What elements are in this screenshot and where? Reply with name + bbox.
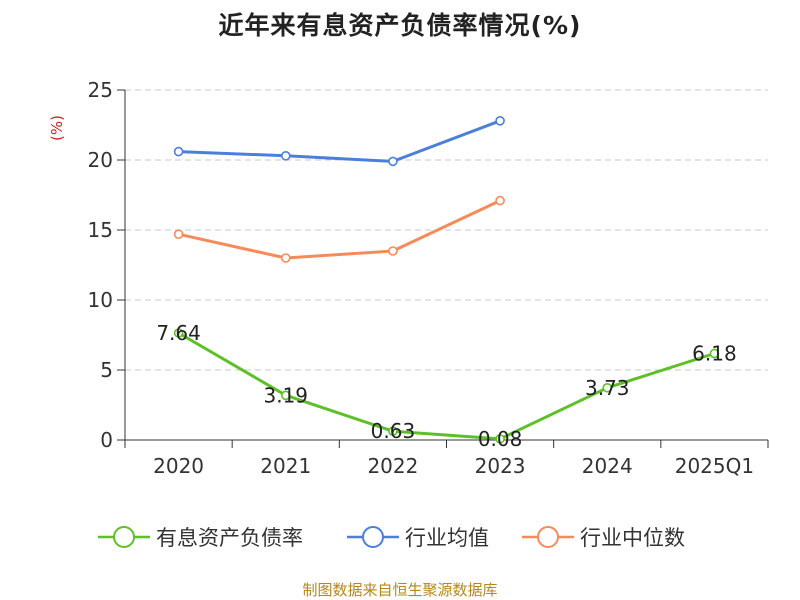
point-行业中位数-2021 (280, 253, 291, 263)
data-labels: 7.64 3.19 0.63 0.08 3.73 6.18 (156, 321, 736, 451)
legend-item-有息资产负债率: 有息资产负债率 (98, 526, 303, 550)
point-有息资产负债率-2024 (602, 382, 613, 393)
point-行业中位数-2023 (495, 195, 505, 206)
data-label-2021: 3.19 (263, 383, 308, 407)
legend-label-有息资产负债率: 有息资产负债率 (156, 526, 303, 550)
legend: 有息资产负债率 行业均值 行业中位数 (98, 526, 685, 550)
data-label-2023: 0.08 (478, 427, 523, 451)
point-有息资产负债率-2021 (280, 390, 291, 401)
x-tick-label-2024: 2024 (582, 454, 633, 478)
point-有息资产负债率-2020 (173, 328, 184, 338)
y-tick-label-20: 20 (88, 148, 113, 172)
series-有息资产负债率 (173, 328, 720, 444)
y-tick-label-15: 15 (88, 218, 113, 242)
point-行业均值-2022 (388, 156, 398, 167)
legend-label-行业中位数: 行业中位数 (580, 526, 685, 550)
source-note: 制图数据来自恒生聚源数据库 (302, 581, 498, 599)
data-label-2024: 3.73 (585, 376, 630, 400)
y-tick-label-5: 5 (100, 358, 113, 382)
y-tick-label-10: 10 (88, 288, 113, 312)
point-行业均值-2020 (173, 146, 184, 157)
point-有息资产负债率-2022 (388, 426, 398, 436)
legend-marker-有息资产负债率 (113, 526, 135, 548)
data-label-2022: 0.63 (371, 419, 416, 443)
series (173, 116, 720, 444)
legend-item-行业中位数: 行业中位数 (522, 526, 685, 550)
data-label-2020: 7.64 (156, 321, 201, 345)
legend-marker-行业均值 (362, 526, 384, 548)
axes: 0 5 10 15 20 25 2020 2021 2022 2023 2024 2025Q1 (88, 78, 769, 478)
point-行业中位数-2022 (388, 246, 398, 256)
series-行业均值 (173, 116, 505, 167)
y-axis-label: (%) (48, 115, 66, 141)
point-有息资产负债率-2025Q1 (709, 348, 720, 359)
y-tick-label-25: 25 (88, 78, 113, 102)
x-tick-label-2023: 2023 (475, 454, 526, 478)
series-行业中位数 (173, 195, 505, 263)
legend-marker-行业中位数 (537, 526, 559, 548)
data-label-2025Q1: 6.18 (692, 341, 737, 365)
series-line-行业均值 (178, 119, 501, 163)
x-tick-label-2020: 2020 (153, 454, 204, 478)
point-行业中位数-2020 (173, 229, 184, 239)
series-line-有息资产负债率 (177, 331, 715, 441)
point-行业均值-2023 (495, 116, 505, 126)
x-tick-label-2021: 2021 (260, 454, 311, 478)
x-tick-label-2025Q1: 2025Q1 (675, 454, 754, 478)
series-line-行业中位数 (178, 199, 501, 260)
legend-label-行业均值: 行业均值 (405, 526, 489, 550)
grid (125, 89, 768, 371)
point-有息资产负债率-2023 (495, 434, 505, 444)
legend-item-行业均值: 行业均值 (347, 526, 489, 550)
y-tick-label-0: 0 (100, 428, 113, 452)
x-tick-label-2022: 2022 (367, 454, 418, 478)
point-行业均值-2021 (280, 151, 291, 161)
chart-title: 近年来有息资产负债率情况(%) (218, 11, 582, 40)
